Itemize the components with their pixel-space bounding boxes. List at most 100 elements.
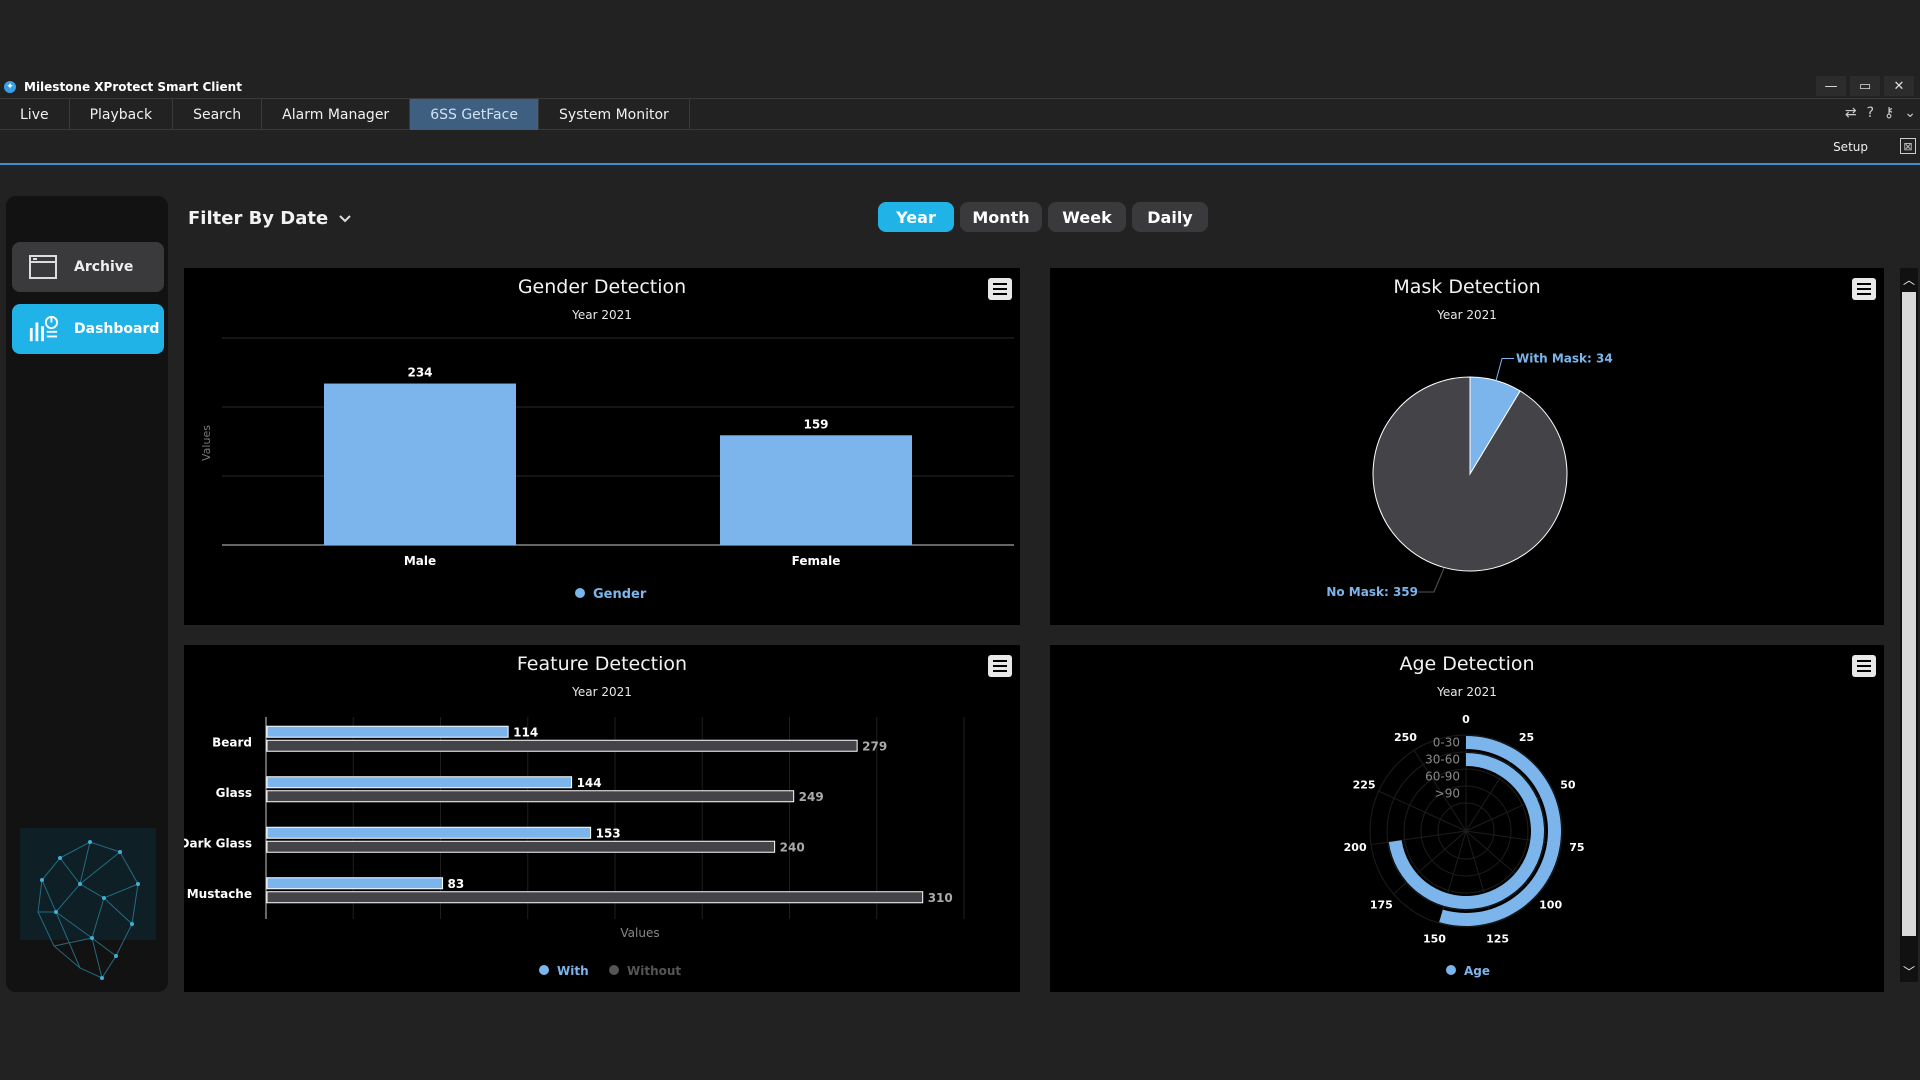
dashboard-scrollbar[interactable]: ︿ ﹀ (1900, 268, 1918, 982)
tab-system-monitor[interactable]: System Monitor (539, 99, 690, 130)
tab-search[interactable]: Search (173, 99, 263, 130)
scale-tick-label: 75 (1569, 841, 1584, 854)
chart-subtitle: Year 2021 (1437, 685, 1497, 699)
scale-tick-label: 200 (1344, 841, 1367, 854)
grid-spoke (1465, 830, 1539, 895)
chart-title: Feature Detection (516, 653, 688, 675)
dashboard-icon (28, 314, 58, 344)
chart-subtitle: Year 2021 (1437, 308, 1497, 322)
bar-female (720, 435, 912, 545)
legend-label: Without (627, 964, 681, 978)
close-button[interactable]: ✕ (1884, 76, 1914, 96)
scale-tick-label: 0 (1462, 713, 1470, 726)
period-month-button[interactable]: Month (960, 202, 1042, 232)
scale-tick-label: 100 (1539, 898, 1562, 911)
period-week-button[interactable]: Week (1048, 202, 1126, 232)
sidebar-item-label: Dashboard (74, 321, 160, 337)
bar-without (266, 739, 858, 752)
connection-icon[interactable]: ⇄ (1844, 105, 1857, 121)
feature-detection-panel: Beard 114 279 Glass 144 249 Dark Glass 153 240 Mu… (184, 645, 1020, 992)
legend-label: With (557, 964, 589, 978)
leader-line (1495, 358, 1515, 381)
data-label: 310 (928, 891, 953, 905)
maximize-button[interactable]: ▭ (1850, 76, 1880, 96)
scroll-thumb[interactable] (1902, 292, 1916, 936)
scale-tick-label: 50 (1560, 778, 1576, 791)
legend-label: Age (1464, 964, 1490, 978)
scale-tick-label: 175 (1370, 898, 1393, 911)
sidebar-item-archive[interactable]: Archive (12, 242, 164, 292)
tab-6ss-getface[interactable]: 6SS GetFace (410, 99, 539, 130)
data-label: 240 (780, 840, 805, 854)
chevron-down-icon[interactable]: ⌄ (1904, 105, 1916, 121)
period-year-button[interactable]: Year (878, 202, 954, 232)
grid-spoke (1438, 830, 1467, 924)
scale-tick-label: 25 (1519, 731, 1534, 744)
scale-tick-label: 150 (1423, 932, 1446, 945)
data-label: 234 (407, 366, 432, 380)
data-label: With Mask: 34 (1516, 352, 1613, 366)
pie-slice-no-mask (1372, 376, 1568, 572)
x-axis-label: Values (620, 926, 659, 940)
grid-spoke (1370, 830, 1467, 846)
window-title: Milestone XProtect Smart Client (24, 80, 242, 94)
key-icon[interactable]: ⚷ (1884, 105, 1895, 121)
data-label: 83 (448, 877, 465, 891)
ring-label: >90 (1435, 787, 1460, 801)
scroll-down-icon[interactable]: ﹀ (1902, 964, 1915, 979)
tab-playback[interactable]: Playback (70, 99, 174, 130)
y-tick-label: Dark Glass (184, 836, 252, 850)
main-tab-bar: Live Playback Search Alarm Manager 6SS G… (0, 98, 1920, 130)
chart-menu-button[interactable] (988, 278, 1012, 300)
minimize-button[interactable]: — (1816, 76, 1846, 96)
archive-icon (28, 252, 58, 282)
chart-title: Mask Detection (1393, 276, 1541, 298)
scroll-up-icon[interactable]: ︿ (1902, 272, 1915, 287)
help-icon[interactable]: ? (1866, 105, 1874, 121)
leader-line (1418, 567, 1445, 593)
bar-with (266, 776, 573, 789)
sidebar-item-dashboard[interactable]: Dashboard (12, 304, 164, 354)
fullscreen-icon[interactable]: ⊠ (1900, 138, 1916, 154)
grid-spoke (1393, 830, 1467, 895)
y-tick-label: Mustache (187, 887, 252, 901)
grid-spoke (1465, 830, 1562, 846)
tab-live[interactable]: Live (0, 99, 70, 130)
legend-marker (575, 588, 585, 598)
app-logo-icon: ✦ (4, 81, 16, 93)
data-label: 144 (577, 776, 602, 790)
data-label: 114 (513, 725, 538, 739)
y-axis-label: Values (200, 425, 213, 461)
chevron-down-icon (339, 214, 351, 222)
period-daily-button[interactable]: Daily (1132, 202, 1208, 232)
grid-spoke (1378, 790, 1467, 832)
gender-detection-panel: Values 234 Male 159 Female Gender Gender Dete… (184, 268, 1020, 625)
chart-menu-button[interactable] (1852, 278, 1876, 300)
sidebar: Archive Dashboard (6, 196, 168, 992)
filter-by-date-dropdown[interactable]: Filter By Date (188, 208, 352, 229)
grid-spoke (1413, 749, 1467, 832)
legend-label: Gender (593, 587, 647, 602)
bar-without (266, 790, 795, 803)
legend-marker (609, 965, 619, 975)
grid-spoke (1465, 790, 1554, 832)
chart-title: Age Detection (1399, 653, 1535, 675)
tab-alarm-manager[interactable]: Alarm Manager (262, 99, 411, 130)
filter-label: Filter By Date (188, 208, 329, 229)
bar-without (266, 891, 924, 904)
chart-title: Gender Detection (517, 276, 687, 298)
tab-bar-icons: ⇄ ? ⚷ ⌄ (1845, 105, 1916, 121)
x-tick-label: Female (792, 554, 841, 568)
setup-button[interactable]: Setup (1833, 140, 1868, 154)
chart-menu-button[interactable] (1852, 655, 1876, 677)
bar-with (266, 725, 509, 738)
ring-label: 30-60 (1425, 753, 1460, 767)
bar-without (266, 840, 776, 853)
sidebar-item-label: Archive (74, 259, 134, 275)
bar-with (266, 877, 444, 890)
grid-spoke (1465, 830, 1494, 924)
face-mesh-logo (20, 828, 156, 980)
data-label: 153 (596, 826, 621, 840)
chart-menu-button[interactable] (988, 655, 1012, 677)
chart-subtitle: Year 2021 (572, 308, 632, 322)
